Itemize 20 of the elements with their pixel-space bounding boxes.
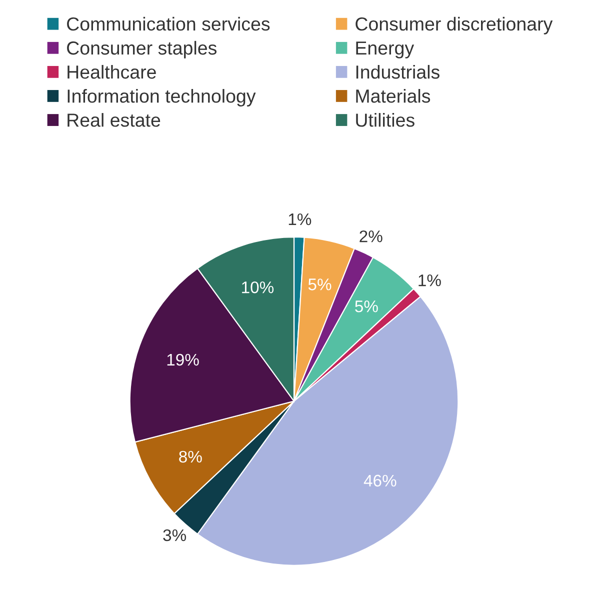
legend-label: Energy [356,42,414,58]
legend-label: Consumer staples [67,40,217,58]
data-label: 8% [179,450,202,463]
legend-label: Materials [356,89,430,103]
legend-label: Industrials [356,64,440,79]
legend-label: Information technology [68,89,256,106]
legend-label: Healthcare [68,64,156,79]
legend-label: Communication services [67,16,270,31]
data-label: 19% [167,354,199,366]
data-label: 1% [418,274,441,286]
data-label: 5% [355,300,378,312]
data-label: 10% [242,281,274,294]
data-label: 3% [163,529,186,542]
data-label: 1% [288,213,312,226]
legend-label: Utilities [356,113,414,127]
data-label: 2% [360,230,382,242]
data-label: 5% [308,278,332,290]
legend-label: Consumer discretionary [356,16,553,34]
data-label: 46% [364,474,396,487]
legend-label: Real estate [68,113,160,127]
